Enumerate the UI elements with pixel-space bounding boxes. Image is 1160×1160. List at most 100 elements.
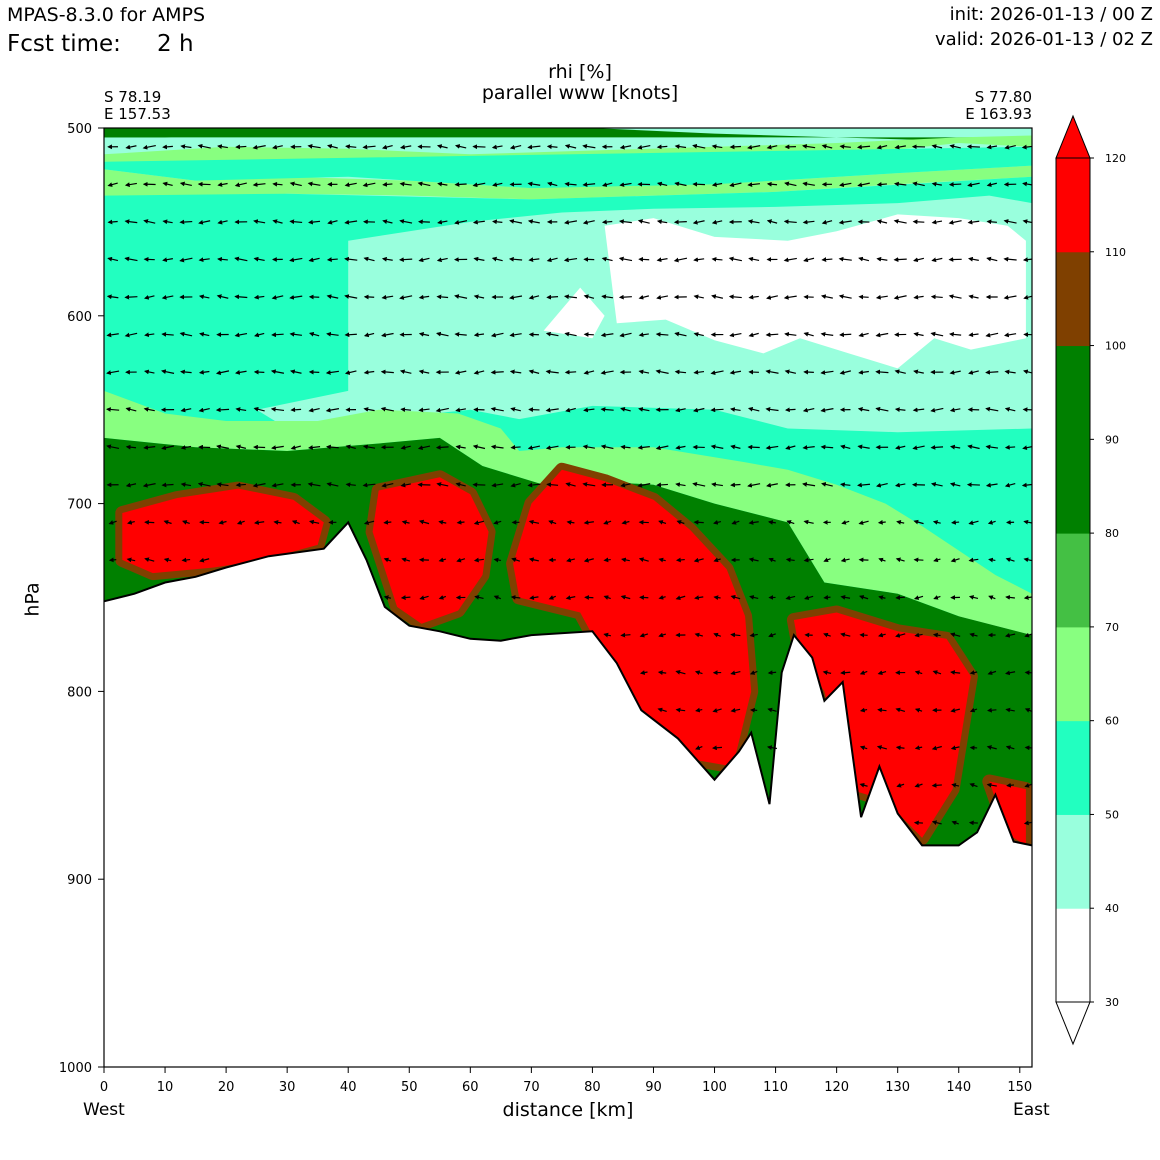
wind-arrow xyxy=(289,257,303,263)
wind-arrow xyxy=(527,219,540,224)
y-tick-label: 1000 xyxy=(59,1061,92,1076)
wind-arrow xyxy=(894,482,906,488)
wind-arrow xyxy=(950,708,960,713)
wind-arrow xyxy=(436,482,449,487)
x-tick-label: 100 xyxy=(702,1080,727,1095)
wind-arrow xyxy=(327,144,338,149)
wind-arrow xyxy=(729,144,742,150)
wind-arrow xyxy=(1003,219,1017,224)
wind-arrow xyxy=(711,482,723,487)
wind-arrow xyxy=(417,445,431,451)
wind-arrow xyxy=(198,407,210,413)
wind-arrow xyxy=(966,144,980,150)
wind-arrow xyxy=(509,219,523,224)
wind-arrow xyxy=(162,181,173,187)
wind-arrow xyxy=(181,520,190,525)
wind-arrow xyxy=(143,219,156,224)
colorbar-tick-label: 50 xyxy=(1105,808,1119,821)
wind-arrow xyxy=(804,595,814,600)
wind-arrow xyxy=(695,707,703,713)
wind-arrow xyxy=(951,783,960,788)
wind-arrow xyxy=(912,181,925,187)
wind-arrow xyxy=(765,407,779,412)
valid-time: valid: 2026-01-13 / 02 Z xyxy=(935,29,1153,50)
wind-arrow xyxy=(820,370,834,375)
wind-arrow xyxy=(638,256,650,262)
wind-arrow xyxy=(875,406,889,412)
wind-arrow xyxy=(620,632,631,638)
wind-arrow xyxy=(710,407,724,413)
wind-arrow xyxy=(180,144,192,149)
wind-arrow xyxy=(858,595,869,600)
wind-arrow xyxy=(547,181,558,187)
wind-arrow xyxy=(235,370,247,375)
wind-arrow xyxy=(290,445,302,450)
colorbar-segment xyxy=(1056,814,1090,909)
wind-arrow xyxy=(765,369,779,375)
wind-arrow xyxy=(163,557,172,563)
colorbar-segment xyxy=(1056,908,1090,1003)
wind-arrow xyxy=(784,407,796,413)
wind-arrow xyxy=(913,257,925,263)
y-tick-label: 800 xyxy=(67,685,92,700)
wind-arrow xyxy=(1021,482,1032,488)
wind-arrow xyxy=(124,332,138,338)
wind-arrow xyxy=(968,520,979,525)
wind-arrow xyxy=(985,482,998,488)
wind-arrow xyxy=(473,520,485,525)
wind-arrow xyxy=(381,256,393,262)
wind-arrow xyxy=(546,257,558,263)
wind-arrow xyxy=(1004,407,1016,412)
wind-arrow xyxy=(619,182,632,188)
wind-arrow xyxy=(894,407,906,412)
wind-arrow xyxy=(473,557,484,563)
wind-arrow xyxy=(566,520,575,525)
wind-arrow xyxy=(418,332,430,337)
wind-arrow xyxy=(693,407,705,413)
wind-arrow xyxy=(674,331,687,337)
wind-arrow xyxy=(490,444,504,450)
wind-arrow xyxy=(582,182,596,187)
wind-arrow xyxy=(730,407,741,412)
wind-arrow xyxy=(564,369,577,375)
x-tick-label: 110 xyxy=(763,1080,788,1095)
wind-arrow xyxy=(986,219,997,225)
wind-arrow xyxy=(783,219,797,225)
x-left-direction: West xyxy=(83,1100,125,1120)
wind-arrow xyxy=(875,369,889,375)
wind-arrow xyxy=(857,182,870,188)
wind-arrow xyxy=(748,256,760,262)
wind-arrow xyxy=(712,745,723,751)
wind-arrow xyxy=(545,369,559,375)
wind-arrow xyxy=(399,181,412,187)
wind-arrow xyxy=(435,331,449,337)
wind-arrow xyxy=(694,595,704,600)
wind-arrow xyxy=(1004,144,1016,150)
wind-arrow xyxy=(1005,670,1016,676)
wind-arrow xyxy=(1022,181,1032,187)
x-tick-label: 120 xyxy=(824,1080,849,1095)
wind-arrow xyxy=(821,219,833,225)
wind-arrow xyxy=(823,595,831,600)
wind-arrow xyxy=(124,256,138,262)
wind-arrow xyxy=(418,294,430,300)
wind-arrow xyxy=(548,595,556,600)
wind-arrow xyxy=(876,144,888,150)
wind-arrow xyxy=(639,670,648,675)
wind-arrow xyxy=(362,144,376,150)
wind-arrow xyxy=(455,482,466,487)
wind-arrow xyxy=(289,369,302,375)
right-point-lon: E 163.93 xyxy=(965,105,1032,123)
wind-arrow xyxy=(143,407,155,412)
wind-arrow xyxy=(271,332,284,338)
wind-arrow xyxy=(273,520,282,525)
wind-arrow xyxy=(930,294,943,300)
wind-arrow xyxy=(455,444,466,450)
wind-arrow xyxy=(730,632,741,638)
wind-arrow xyxy=(675,445,686,450)
wind-arrow xyxy=(163,520,172,525)
wind-arrow xyxy=(932,670,942,675)
wind-arrow xyxy=(363,369,375,375)
init-time: init: 2026-01-13 / 00 Z xyxy=(949,4,1153,25)
wind-arrow xyxy=(949,332,962,337)
